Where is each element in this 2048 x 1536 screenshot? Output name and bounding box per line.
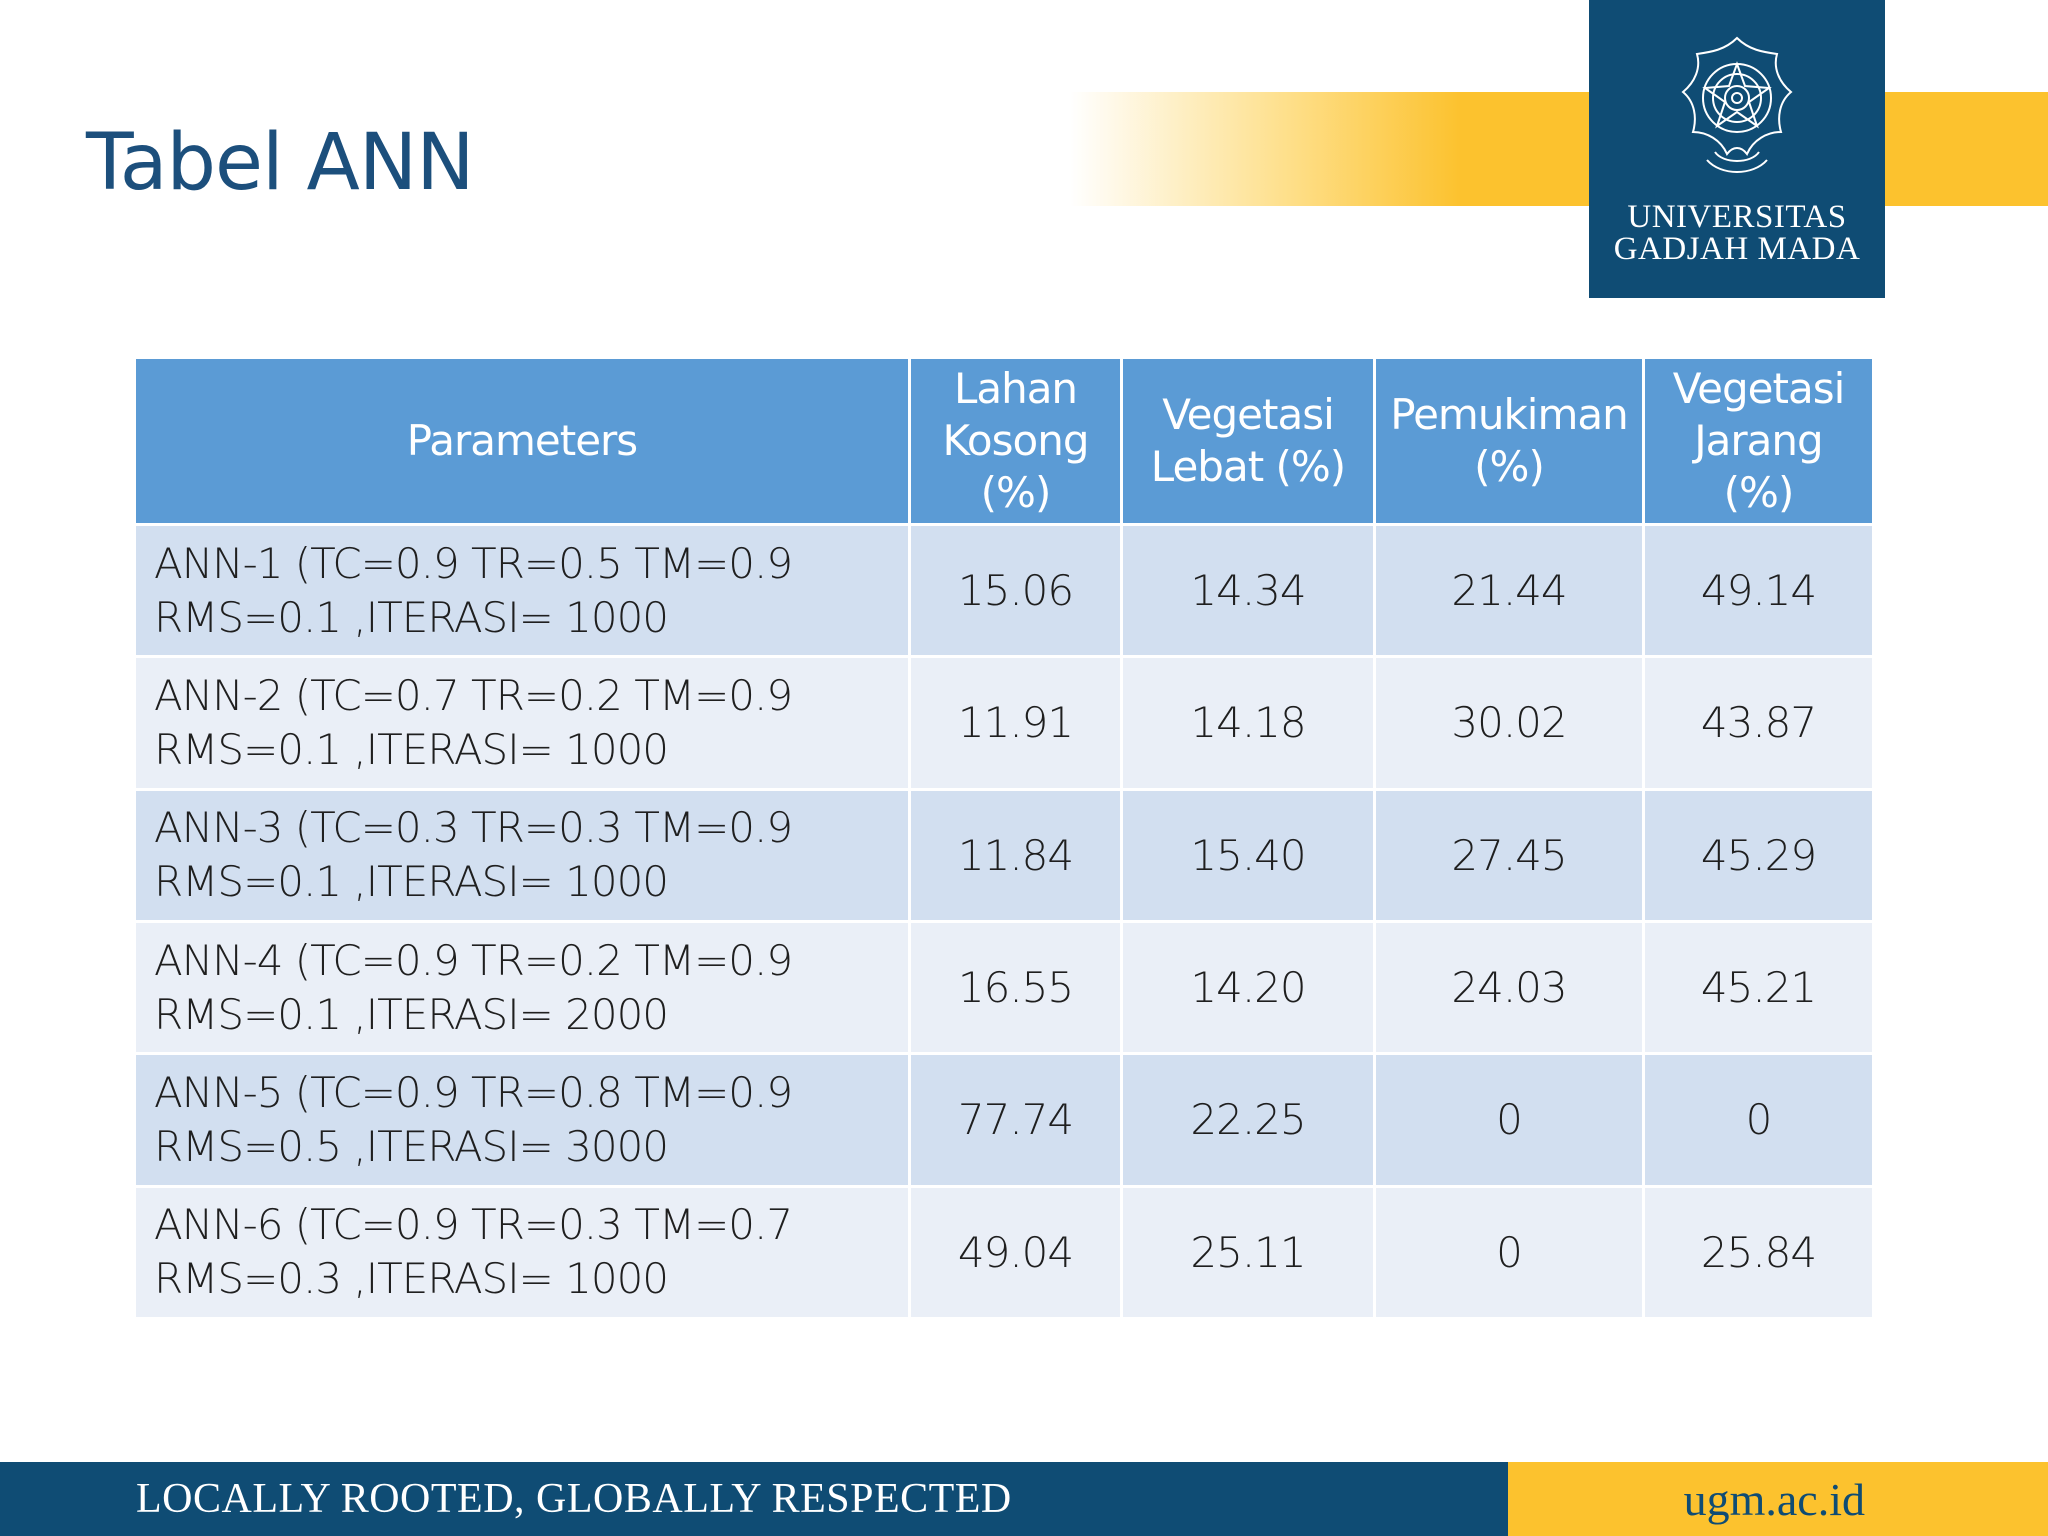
value-cell-lahan-kosong: 11.91 bbox=[911, 658, 1120, 788]
table-row: ANN-2 (TC=0.7 TR=0.2 TM=0.9 RMS=0.1 ,ITE… bbox=[136, 658, 1872, 788]
university-logo: UNIVERSITAS GADJAH MADA bbox=[1589, 0, 1885, 298]
value-cell-vegetasi-jarang: 43.87 bbox=[1645, 658, 1872, 788]
value-cell-vegetasi-jarang: 45.29 bbox=[1645, 790, 1872, 920]
value-cell-vegetasi-lebat: 22.25 bbox=[1123, 1055, 1373, 1185]
value-cell-vegetasi-lebat: 14.20 bbox=[1123, 922, 1373, 1053]
value-cell-lahan-kosong: 49.04 bbox=[911, 1187, 1120, 1317]
value-cell-pemukiman: 0 bbox=[1376, 1187, 1642, 1317]
value-cell-vegetasi-lebat: 14.18 bbox=[1123, 658, 1373, 788]
value-cell-pemukiman: 0 bbox=[1376, 1055, 1642, 1185]
value-cell-lahan-kosong: 11.84 bbox=[911, 790, 1120, 920]
param-cell: ANN-3 (TC=0.3 TR=0.3 TM=0.9 RMS=0.1 ,ITE… bbox=[136, 790, 908, 920]
table-row: ANN-5 (TC=0.9 TR=0.8 TM=0.9 RMS=0.5 ,ITE… bbox=[136, 1055, 1872, 1185]
value-cell-vegetasi-jarang: 0 bbox=[1645, 1055, 1872, 1185]
param-cell: ANN-5 (TC=0.9 TR=0.8 TM=0.9 RMS=0.5 ,ITE… bbox=[136, 1055, 908, 1185]
header-vegetasi-jarang: Vegetasi Jarang (%) bbox=[1645, 359, 1872, 523]
value-cell-pemukiman: 30.02 bbox=[1376, 658, 1642, 788]
value-cell-vegetasi-lebat: 25.11 bbox=[1123, 1187, 1373, 1317]
param-cell: ANN-6 (TC=0.9 TR=0.3 TM=0.7 RMS=0.3 ,ITE… bbox=[136, 1187, 908, 1317]
header-pemukiman: Pemukiman (%) bbox=[1376, 359, 1642, 523]
value-cell-pemukiman: 27.45 bbox=[1376, 790, 1642, 920]
table-row: ANN-6 (TC=0.9 TR=0.3 TM=0.7 RMS=0.3 ,ITE… bbox=[136, 1187, 1872, 1317]
header-lahan-kosong: Lahan Kosong (%) bbox=[911, 359, 1120, 523]
value-cell-vegetasi-jarang: 49.14 bbox=[1645, 526, 1872, 656]
table-header-row: Parameters Lahan Kosong (%) Vegetasi Leb… bbox=[136, 359, 1872, 523]
value-cell-vegetasi-jarang: 45.21 bbox=[1645, 922, 1872, 1053]
ugm-emblem-icon bbox=[1681, 36, 1793, 173]
param-cell: ANN-1 (TC=0.9 TR=0.5 TM=0.9 RMS=0.1 ,ITE… bbox=[136, 526, 908, 656]
value-cell-vegetasi-lebat: 15.40 bbox=[1123, 790, 1373, 920]
header-gold-band bbox=[1070, 92, 2048, 206]
header-parameters: Parameters bbox=[136, 359, 908, 523]
table-row: ANN-1 (TC=0.9 TR=0.5 TM=0.9 RMS=0.1 ,ITE… bbox=[136, 526, 1872, 656]
param-cell: ANN-2 (TC=0.7 TR=0.2 TM=0.9 RMS=0.1 ,ITE… bbox=[136, 658, 908, 788]
footer-slogan: LOCALLY ROOTED, GLOBALLY RESPECTED bbox=[136, 1476, 1012, 1522]
table-row: ANN-3 (TC=0.3 TR=0.3 TM=0.9 RMS=0.1 ,ITE… bbox=[136, 790, 1872, 920]
table-row: ANN-4 (TC=0.9 TR=0.2 TM=0.9 RMS=0.1 ,ITE… bbox=[136, 922, 1872, 1053]
logo-text-gadjah-mada: GADJAH MADA bbox=[1613, 231, 1861, 267]
footer-navy-band bbox=[0, 1462, 1508, 1536]
logo-text-universitas: UNIVERSITAS bbox=[1627, 199, 1847, 235]
value-cell-lahan-kosong: 16.55 bbox=[911, 922, 1120, 1053]
value-cell-vegetasi-lebat: 14.34 bbox=[1123, 526, 1373, 656]
param-cell: ANN-4 (TC=0.9 TR=0.2 TM=0.9 RMS=0.1 ,ITE… bbox=[136, 922, 908, 1053]
value-cell-pemukiman: 21.44 bbox=[1376, 526, 1642, 656]
value-cell-vegetasi-jarang: 25.84 bbox=[1645, 1187, 1872, 1317]
value-cell-pemukiman: 24.03 bbox=[1376, 922, 1642, 1053]
ann-results-table: Parameters Lahan Kosong (%) Vegetasi Leb… bbox=[133, 356, 1875, 1320]
slide-title: Tabel ANN bbox=[86, 118, 475, 208]
value-cell-lahan-kosong: 77.74 bbox=[911, 1055, 1120, 1185]
value-cell-lahan-kosong: 15.06 bbox=[911, 526, 1120, 656]
header-vegetasi-lebat: Vegetasi Lebat (%) bbox=[1123, 359, 1373, 523]
footer-gold-band bbox=[1508, 1462, 2048, 1536]
footer-website: ugm.ac.id bbox=[1683, 1474, 1865, 1525]
